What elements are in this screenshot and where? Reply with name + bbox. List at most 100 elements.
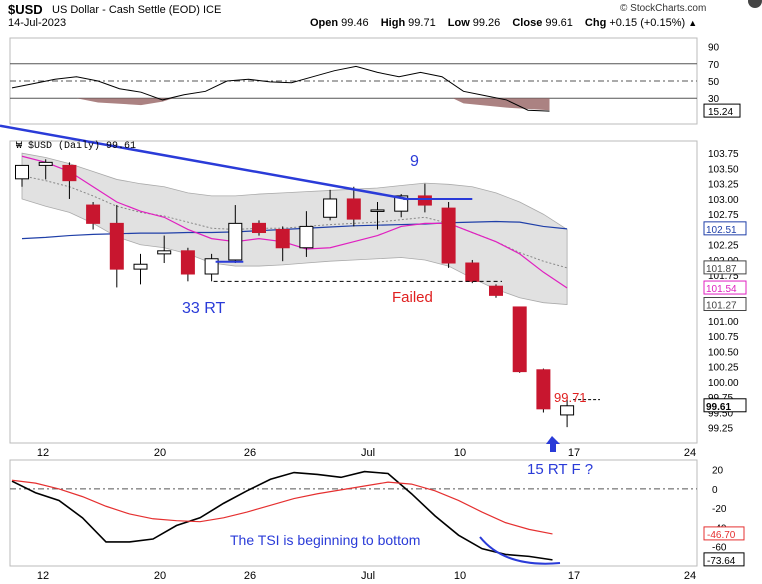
rt33-annotation: 33 RT <box>182 300 226 317</box>
close-label: Close <box>512 17 543 29</box>
candle-body <box>86 204 101 224</box>
candle-body <box>441 207 456 264</box>
rt15-annotation: 15 RT F ? <box>527 461 593 478</box>
tsi-tick-label: -60 <box>712 543 727 554</box>
price-value-box <box>703 398 747 413</box>
open-value: 99.46 <box>341 17 369 29</box>
high-label: High <box>380 17 406 29</box>
candle-body <box>489 285 503 296</box>
price-value-box <box>703 297 747 312</box>
price-x-label: 10 <box>454 447 466 459</box>
rsi-tick-label: 90 <box>708 43 720 54</box>
rsi-value-label: 15.24 <box>708 107 733 118</box>
price-tick-label: 100.25 <box>708 363 739 374</box>
source-label: © StockCharts.com <box>620 3 707 14</box>
high-value: 99.71 <box>408 17 436 29</box>
tsi-x-label: 20 <box>154 570 166 582</box>
arrow-up-icon <box>546 436 560 452</box>
price-tick-label: 103.75 <box>708 149 739 160</box>
close-value: 99.61 <box>545 17 573 29</box>
price-tick-label: 99.25 <box>708 424 733 435</box>
price-value-label: 101.54 <box>706 284 737 295</box>
price-x-label: 26 <box>244 447 256 459</box>
tsi-x-label: 17 <box>568 570 580 582</box>
chg-value: +0.15 (+0.15%) <box>609 17 686 29</box>
price-x-label: 12 <box>37 447 49 459</box>
exchange-label: ICE <box>203 4 222 16</box>
price-tick-label: 103.00 <box>708 195 739 206</box>
rsi-oversold-fill <box>76 98 174 106</box>
tsi-tick-label: -20 <box>712 504 727 515</box>
tsi-value-box <box>703 552 745 567</box>
tsi-x-label: 12 <box>37 570 49 582</box>
tsi-annotation: The TSI is beginning to bottom <box>230 532 420 548</box>
moving-average-short <box>21 155 568 289</box>
candle-body <box>180 250 195 275</box>
corner-badge-icon <box>748 0 762 8</box>
price-panel-frame <box>9 140 698 444</box>
candle-body <box>346 198 361 220</box>
tsi-tick-label: 20 <box>712 466 724 477</box>
candle-body <box>252 222 266 234</box>
tsi-value-box <box>703 526 745 541</box>
tsi-x-label: 24 <box>684 570 696 582</box>
rsi-value-box <box>703 103 741 118</box>
price-value-label: 102.51 <box>706 225 737 236</box>
candle-body <box>560 405 575 416</box>
candle-body <box>15 164 29 180</box>
price-value-box <box>703 221 747 236</box>
candle-body <box>109 222 124 270</box>
tsi-series-line <box>11 470 553 561</box>
rsi-line <box>11 65 550 112</box>
price-tick-label: 103.50 <box>708 164 739 175</box>
candle-body <box>275 228 290 249</box>
price-tick-label: 102.25 <box>708 241 739 252</box>
low-value: 99.26 <box>472 17 501 29</box>
tsi-panel-frame <box>9 459 698 567</box>
price-tick-label: 101.00 <box>708 317 739 328</box>
rsi-tick-label: 30 <box>708 94 720 105</box>
instrument-name: US Dollar - Cash Settle (EOD) <box>52 4 200 16</box>
tsi-series-line <box>11 479 553 535</box>
tsi-x-label: 26 <box>244 570 256 582</box>
count-9-annotation: 9 <box>410 153 419 170</box>
tsi-value-label: -73.64 <box>707 556 736 567</box>
chg-arrow-icon: ▲ <box>688 18 698 28</box>
candle-body <box>38 161 53 166</box>
tsi-x-label: 10 <box>454 570 466 582</box>
price-x-label: 24 <box>684 447 696 459</box>
candle-body <box>204 258 219 275</box>
candle-body <box>299 225 314 249</box>
candle-body <box>133 263 148 270</box>
price-value-label: 99.61 <box>706 402 731 413</box>
price-tick-label: 100.00 <box>708 378 739 389</box>
chg-label: Chg <box>584 17 607 29</box>
rsi-oversold-fill <box>452 98 550 111</box>
rsi-tick-label: 70 <box>708 60 720 71</box>
tsi-bottom-arc <box>479 536 561 565</box>
chart-date: 14-Jul-2023 <box>8 17 67 29</box>
candle-body <box>370 209 385 212</box>
price-tick-label: 100.50 <box>708 347 739 358</box>
price-x-label: 17 <box>568 447 580 459</box>
failed-annotation: Failed <box>392 289 433 306</box>
price-value-box <box>703 280 747 295</box>
price-value-box <box>703 260 747 275</box>
ohlc-readout: Open 99.46 High 99.71 Low 99.26 Close 99.61 … <box>310 17 697 29</box>
price-tick-label: 99.50 <box>708 408 733 419</box>
rsi-tick-label: 50 <box>708 77 720 88</box>
price-tick-label: 102.75 <box>708 210 739 221</box>
candle-body <box>465 262 480 282</box>
candle-body <box>157 250 172 255</box>
price-x-label: Jul <box>361 447 375 459</box>
trend-line <box>0 124 408 201</box>
price-value-label: 101.27 <box>706 301 737 312</box>
price-tick-label: 100.75 <box>708 332 739 343</box>
open-label: Open <box>310 17 339 29</box>
chart-header: $USD US Dollar - Cash Settle (EOD) ICE 1… <box>0 0 762 36</box>
candle-body <box>536 369 551 410</box>
candle-body <box>512 306 527 373</box>
candle-body <box>323 198 338 218</box>
candle-body <box>417 195 432 206</box>
